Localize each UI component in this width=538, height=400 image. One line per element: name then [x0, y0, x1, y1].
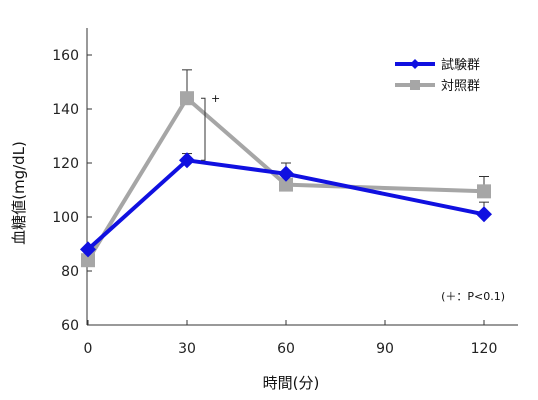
y-tick-label: 80	[61, 264, 79, 280]
x-axis-title: 時間(分)	[263, 374, 320, 392]
series-line-control	[86, 96, 485, 262]
annotations: + (＋：P<0.1)	[201, 92, 505, 303]
x-tick-label: 60	[277, 341, 295, 357]
legend-label: 試験群	[441, 57, 480, 73]
control-square-marker	[279, 177, 293, 192]
significance-bracket	[201, 97, 206, 161]
test-diamond-marker	[80, 241, 96, 258]
y-tick-label: 100	[52, 210, 79, 226]
significance-mark: +	[211, 92, 220, 105]
control-square-marker	[81, 253, 95, 268]
p-value-note: (＋：P<0.1)	[441, 290, 505, 303]
legend-label: 対照群	[441, 79, 480, 94]
test-diamond-marker	[278, 165, 294, 182]
test-diamond-marker	[476, 206, 492, 223]
legend-square-marker	[410, 80, 420, 90]
x-tick-label: 0	[84, 341, 93, 357]
x-tick-label: 120	[471, 341, 498, 357]
y-tick-label: 120	[52, 156, 79, 172]
legend-diamond-marker	[410, 59, 420, 69]
x-tick-label: 30	[178, 341, 196, 357]
y-axis-ticks: 60 80 100 120 140 160	[52, 48, 92, 334]
axes	[86, 28, 518, 326]
y-tick-label: 140	[52, 102, 79, 118]
series-lines	[86, 96, 485, 262]
control-square-marker	[477, 184, 491, 199]
y-tick-label: 60	[61, 318, 79, 334]
test-diamond-marker	[179, 152, 195, 169]
control-square-marker	[180, 91, 194, 106]
y-tick-label: 160	[52, 48, 79, 64]
y-axis-title: 血糖値(mg/dL)	[10, 141, 28, 245]
x-tick-label: 90	[376, 341, 394, 357]
x-axis-ticks: 0 30 60 90 120	[84, 320, 498, 357]
series-markers	[80, 91, 492, 268]
series-line-test	[86, 158, 485, 251]
